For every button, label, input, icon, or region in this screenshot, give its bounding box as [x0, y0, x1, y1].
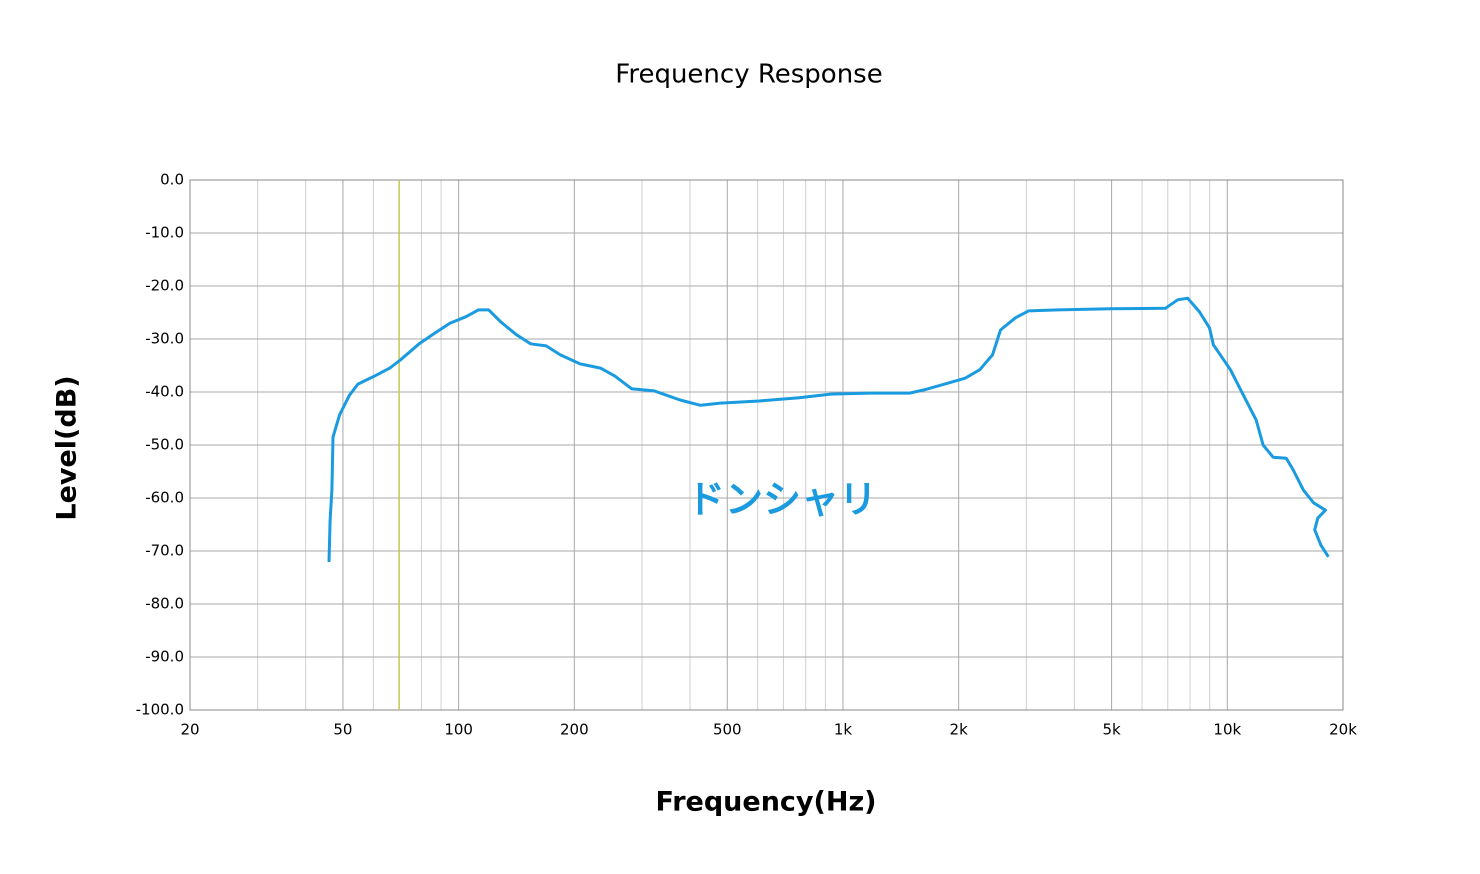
x-tick-label: 2k [950, 721, 969, 739]
y-tick-label: -20.0 [145, 277, 184, 295]
y-tick-label: -70.0 [145, 542, 184, 560]
x-tick-label: 10k [1213, 721, 1241, 739]
x-tick-label: 20k [1329, 721, 1357, 739]
x-tick-label: 20 [180, 721, 199, 739]
annotation: ドンシャリ [687, 478, 877, 522]
y-tick-label: -30.0 [145, 330, 184, 348]
x-tick-label: 100 [444, 721, 473, 739]
y-tick-label: -100.0 [136, 701, 184, 719]
x-tick-label: 500 [713, 721, 742, 739]
x-axis-label: Frequency(Hz) [655, 787, 876, 818]
y-tick-label: -10.0 [145, 224, 184, 242]
data-line [327, 296, 1330, 563]
x-tick-label: 200 [560, 721, 589, 739]
y-axis-label: Level(dB) [52, 375, 83, 520]
y-tick-label: -60.0 [145, 489, 184, 507]
chart-title: Frequency Response [615, 60, 882, 90]
plot-frame [189, 179, 1344, 711]
y-tick-label: -50.0 [145, 436, 184, 454]
y-tick-label: -80.0 [145, 595, 184, 613]
x-tick-label: 5k [1102, 721, 1121, 739]
y-tick-label: -40.0 [145, 383, 184, 401]
x-tick-label: 50 [333, 721, 352, 739]
x-tick-label: 1k [834, 721, 853, 739]
y-tick-label: 0.0 [160, 171, 184, 189]
y-tick-label: -90.0 [145, 648, 184, 666]
